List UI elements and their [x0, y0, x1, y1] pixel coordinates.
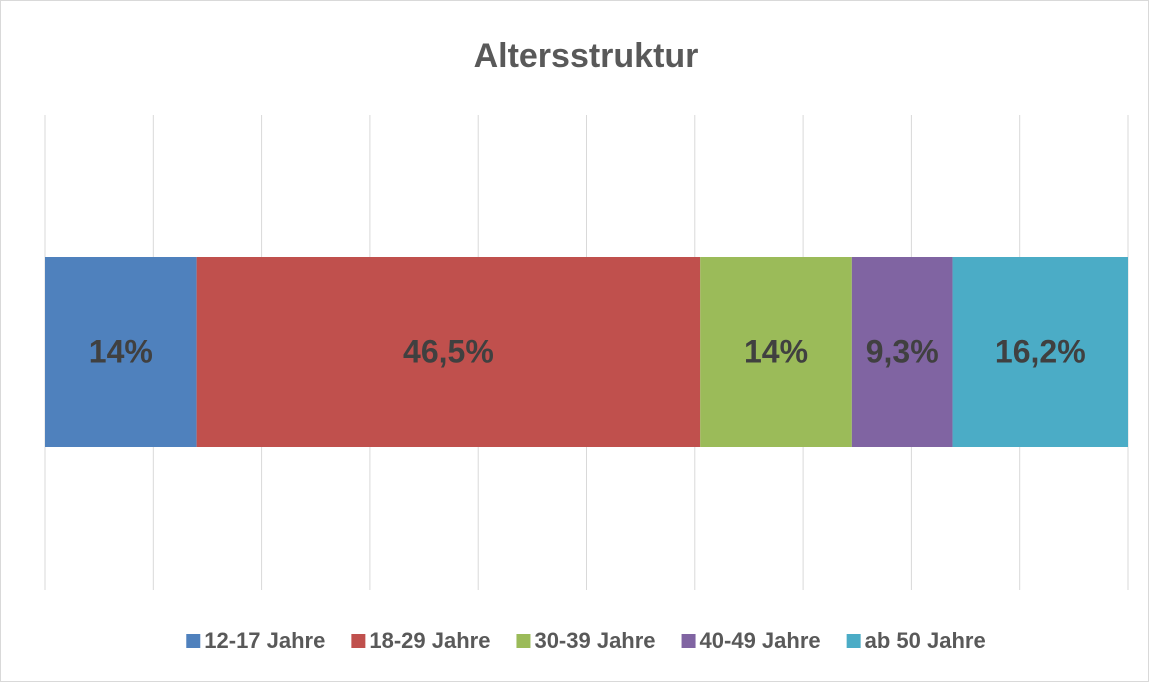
data-label: 9,3% [866, 333, 939, 369]
legend-swatch [516, 634, 531, 648]
legend-swatch [351, 634, 366, 648]
legend-label: 18-29 Jahre [369, 628, 490, 653]
data-label: 16,2% [995, 333, 1086, 369]
legend-swatch [846, 634, 861, 648]
legend-swatch [186, 634, 201, 648]
data-label: 46,5% [403, 333, 494, 369]
legend-label: 12-17 Jahre [204, 628, 325, 653]
legend-label: 40-49 Jahre [700, 628, 821, 653]
bar-segment [851, 257, 953, 447]
chart-title: Altersstruktur [474, 37, 699, 75]
bar-segment [45, 257, 197, 447]
legend-swatch [681, 634, 696, 648]
data-label: 14% [89, 333, 153, 369]
legend-label: ab 50 Jahre [865, 628, 986, 653]
bar-segment [700, 257, 852, 447]
legend-label: 30-39 Jahre [534, 628, 655, 653]
bar-segment [196, 257, 701, 447]
data-label: 14% [744, 333, 808, 369]
bar-segment [952, 257, 1128, 447]
